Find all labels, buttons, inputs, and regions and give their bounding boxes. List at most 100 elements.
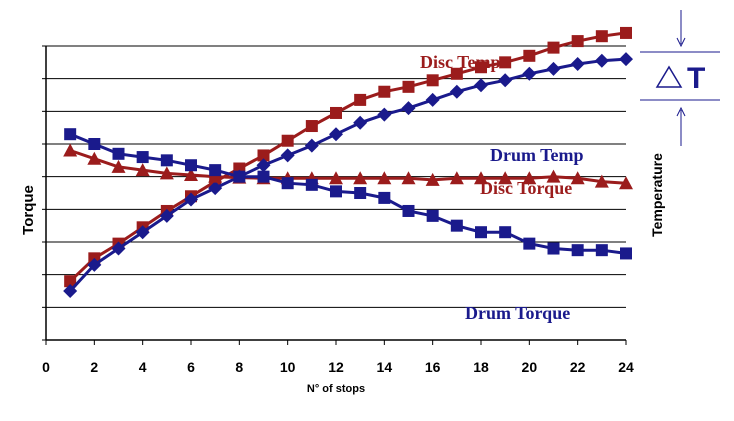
data-point-drum-temp: [522, 66, 537, 81]
data-point-drum-temp: [449, 84, 464, 99]
data-point-drum-torque: [185, 159, 197, 172]
series-drum-temp: [63, 52, 633, 298]
data-point-disc-temp: [354, 93, 367, 106]
x-tick-label: 10: [280, 359, 296, 375]
arrow-down-icon: [676, 10, 686, 48]
data-point-disc-torque: [401, 171, 416, 185]
data-point-disc-temp: [620, 26, 632, 39]
data-point-drum-temp: [280, 148, 295, 163]
data-point-drum-temp: [498, 73, 513, 88]
data-point-disc-temp: [547, 41, 560, 54]
data-point-drum-temp: [353, 115, 368, 130]
data-point-drum-torque: [88, 138, 101, 150]
x-tick-label: 8: [235, 359, 243, 375]
data-point-drum-torque: [402, 204, 415, 217]
plot-area: 0 2 4 6 8 10 12 14 16 18 20 22 24: [42, 26, 634, 375]
x-tick-label: 22: [570, 359, 586, 375]
data-point-drum-torque: [450, 219, 463, 232]
data-point-drum-torque: [499, 226, 512, 239]
data-point-disc-torque: [111, 159, 126, 173]
data-point-disc-torque: [425, 172, 440, 186]
data-point-disc-temp: [305, 120, 318, 133]
data-point-disc-temp: [571, 35, 584, 48]
data-point-drum-torque: [426, 209, 439, 222]
data-point-disc-torque: [208, 169, 223, 183]
data-point-disc-torque: [63, 143, 78, 157]
data-point-drum-temp: [208, 181, 223, 196]
series-layer: [63, 26, 633, 298]
label-disc-temp: Disc Temp: [420, 52, 501, 72]
data-point-disc-temp: [64, 275, 77, 288]
series-line-drum-temp: [69, 57, 627, 293]
series-line-disc-torque: [69, 149, 627, 185]
x-tick-label: 16: [425, 359, 441, 375]
data-point-disc-temp: [450, 67, 463, 80]
data-point-drum-torque: [595, 244, 608, 257]
data-point-disc-temp: [330, 106, 342, 119]
data-point-disc-temp: [402, 80, 415, 93]
data-point-disc-torque: [619, 176, 633, 190]
label-disc-torque: Disc Torque: [480, 178, 572, 198]
x-tick-label: 6: [187, 359, 195, 375]
data-point-disc-torque: [474, 171, 488, 185]
data-point-drum-temp: [184, 192, 198, 207]
delta-triangle-icon: [655, 65, 683, 88]
data-point-disc-torque: [135, 163, 150, 177]
data-point-disc-temp: [523, 49, 536, 62]
data-point-drum-torque: [378, 191, 391, 204]
data-point-drum-temp: [87, 257, 102, 272]
data-point-disc-torque: [546, 169, 561, 183]
data-point-disc-temp: [499, 56, 512, 69]
delta-t-annotation: T: [640, 10, 720, 146]
data-point-drum-torque: [233, 170, 246, 183]
data-point-disc-torque: [522, 171, 537, 185]
data-point-disc-torque: [377, 171, 392, 185]
data-point-drum-torque: [257, 170, 270, 183]
arrow-up-icon: [676, 106, 686, 146]
series-drum-torque: [64, 128, 632, 260]
data-point-drum-torque: [523, 237, 536, 250]
x-axis-title: N° of stops: [307, 383, 365, 395]
data-point-drum-torque: [305, 178, 318, 191]
data-point-drum-temp: [111, 241, 126, 256]
series-disc-torque: [63, 143, 633, 190]
data-point-drum-temp: [135, 225, 150, 240]
data-point-drum-torque: [354, 187, 367, 199]
data-point-drum-temp: [304, 138, 319, 153]
data-point-disc-temp: [595, 30, 608, 43]
data-point-disc-torque: [329, 171, 343, 185]
data-point-disc-temp: [378, 85, 391, 98]
y-axis-title-right: Temperature: [649, 153, 665, 237]
data-point-drum-temp: [474, 78, 488, 93]
x-tick-label: 20: [522, 359, 538, 375]
data-point-disc-torque: [449, 171, 464, 185]
data-point-drum-torque: [281, 177, 294, 190]
data-point-disc-torque: [570, 171, 585, 185]
data-point-disc-temp: [475, 61, 487, 74]
data-point-drum-torque: [64, 128, 77, 141]
data-point-disc-torque: [184, 168, 198, 182]
x-tick-label: 0: [42, 359, 50, 375]
data-point-drum-torque: [571, 244, 584, 257]
data-point-drum-torque: [330, 185, 342, 198]
label-drum-torque: Drum Torque: [465, 303, 570, 323]
data-point-drum-torque: [136, 151, 149, 164]
x-tick-label: 14: [377, 359, 393, 375]
data-point-disc-torque: [353, 171, 368, 185]
x-tick-label: 12: [328, 359, 344, 375]
x-tick-label: 4: [139, 359, 147, 375]
data-point-drum-temp: [401, 101, 416, 116]
data-point-drum-torque: [112, 147, 125, 160]
data-point-drum-temp: [329, 127, 343, 142]
y-ticks: [42, 45, 46, 341]
data-point-drum-temp: [619, 52, 633, 67]
data-point-disc-temp: [426, 74, 439, 87]
x-ticks: 0 2 4 6 8 10 12 14 16 18 20 22 24: [42, 340, 634, 375]
label-drum-temp: Drum Temp: [490, 145, 584, 165]
data-point-drum-torque: [620, 247, 632, 260]
data-point-drum-temp: [594, 53, 609, 68]
y-axis-title-left: Torque: [20, 185, 37, 235]
data-point-disc-torque: [159, 166, 174, 180]
data-point-drum-torque: [160, 154, 173, 167]
